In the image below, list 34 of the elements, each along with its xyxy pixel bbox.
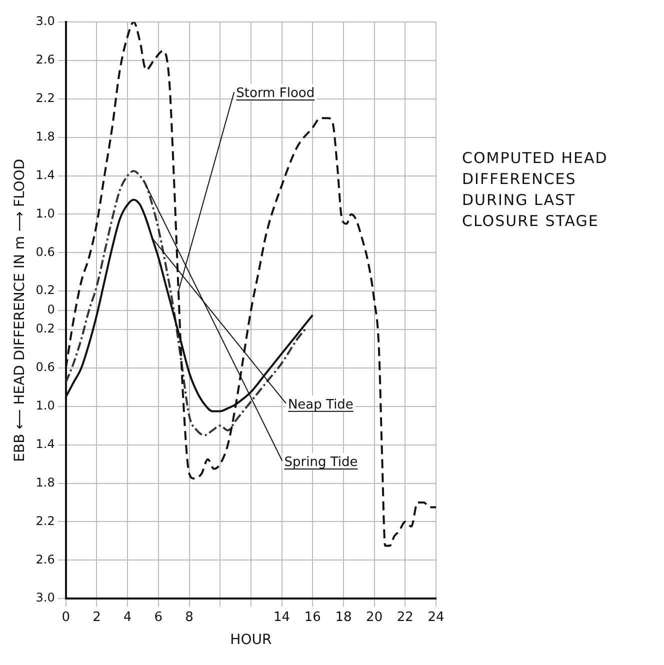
x-tick-label: 22 [396, 610, 414, 625]
x-tick-label: 6 [154, 610, 163, 625]
x-tick-label: 16 [304, 610, 321, 625]
y-tick-label: 0.2 [36, 283, 55, 298]
y-tick-label: 1.4 [36, 168, 55, 182]
y-tick-label: 2.6 [36, 52, 55, 67]
y-axis-title: EBB ⟵ HEAD DIFFERENCE IN m ⟶ FLOOD [12, 158, 28, 462]
text: Spring Tide [284, 454, 358, 470]
y-tick-label: 1.8 [36, 129, 55, 144]
x-tick-label: 4 [123, 610, 132, 625]
x-tick-label: 20 [366, 610, 383, 625]
y-tick-label: 2.2 [36, 91, 55, 106]
x-tick-label: 24 [428, 610, 444, 625]
y-tick-label: 3.0 [36, 14, 55, 28]
text: Neap Tide [288, 397, 354, 412]
series-label: Storm Flood [236, 86, 315, 101]
text: COMPUTED HEAD DIFFERENCES DURING LAST CLOSURE STAGE [462, 148, 609, 232]
x-tick-label: 14 [274, 610, 290, 625]
y-tick-label: 1.4 [36, 436, 55, 451]
x-tick-label: 2 [92, 610, 101, 625]
y-tick-label: 2.6 [36, 552, 55, 566]
y-tick-label: 1.8 [36, 475, 55, 490]
y-tick-label: 0 [47, 302, 55, 316]
y-tick-label: 1.0 [36, 206, 55, 220]
y-tick-label: 0.2 [36, 322, 55, 336]
x-tick-label: 8 [185, 610, 194, 625]
y-tick-label: 0.6 [36, 360, 55, 374]
y-tick-label: 1.0 [36, 398, 55, 413]
y-tick-label: 0.6 [36, 244, 55, 259]
y-tick-label: 2.2 [36, 514, 55, 528]
x-tick-label: 0 [62, 610, 70, 625]
x-axis-title: HOUR [230, 632, 272, 648]
y-tick-label: 3.0 [36, 590, 55, 605]
x-tick-label: 18 [335, 610, 352, 625]
